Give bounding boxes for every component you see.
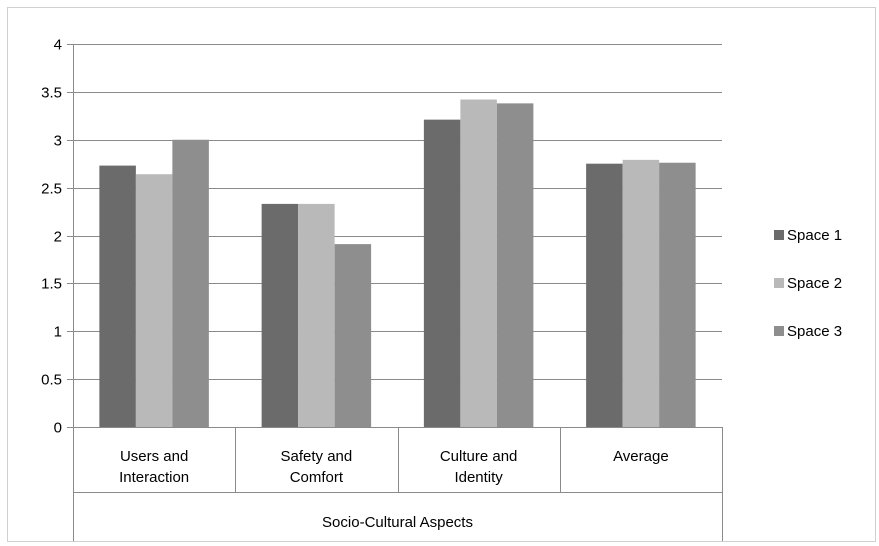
x-category-label-line: Average [613, 448, 669, 465]
y-tick-label: 4 [54, 37, 62, 54]
x-category-label-line: Comfort [290, 469, 344, 486]
legend: Space 1 Space 2 Space 3 [774, 227, 842, 340]
x-category-label: Culture and Identity [440, 448, 518, 486]
x-category-label-line: Safety and [281, 448, 353, 465]
bar-space-2-0 [135, 174, 173, 427]
bar-space-1-1 [261, 203, 299, 427]
bar-space-2-2 [460, 99, 497, 427]
bar-space-1-2 [423, 119, 461, 427]
x-category-label: Users and Interaction [119, 448, 189, 486]
bar-space-1-3 [586, 163, 623, 427]
legend-swatch-space-2 [774, 278, 784, 288]
y-tick-label: 3 [54, 133, 62, 150]
bar-space-3-2 [496, 103, 534, 428]
bar-space-3-0 [172, 139, 209, 427]
bar-space-2-3 [622, 159, 660, 428]
y-tick-label: 2.5 [41, 181, 62, 198]
legend-swatch-space-1 [774, 230, 784, 240]
legend-label: Space 1 [787, 227, 842, 244]
x-category-label-line: Culture and [440, 448, 518, 465]
legend-swatch-space-3 [774, 326, 784, 336]
x-category-label-line: Interaction [119, 469, 189, 486]
legend-label: Space 3 [787, 323, 842, 340]
bar-space-2-1 [298, 203, 335, 427]
y-tick-labels: 0 0.5 1 1.5 2 2.5 3 3.5 4 [41, 37, 62, 437]
x-category-label: Average [613, 448, 669, 465]
x-category-label-line: Users and [120, 448, 188, 465]
x-category-labels: Users and Interaction Safety and Comfort Cul… [119, 448, 669, 486]
axes [67, 44, 723, 541]
y-tick-label: 3.5 [41, 85, 62, 102]
x-category-label: Safety and Comfort [281, 448, 353, 486]
y-tick-label: 1 [54, 324, 62, 341]
legend-label: Space 2 [787, 275, 842, 292]
y-tick-label: 1.5 [41, 276, 62, 293]
y-tick-label: 0 [54, 420, 62, 437]
bars [99, 99, 696, 428]
chart-border [7, 7, 876, 542]
bar-space-3-1 [334, 244, 372, 427]
group-label: Socio-Cultural Aspects [322, 514, 473, 531]
y-tick-label: 0.5 [41, 372, 62, 389]
bar-space-3-3 [659, 162, 696, 428]
bar-space-1-0 [99, 165, 136, 428]
y-tick-label: 2 [54, 229, 62, 246]
x-category-label-line: Identity [454, 469, 503, 486]
